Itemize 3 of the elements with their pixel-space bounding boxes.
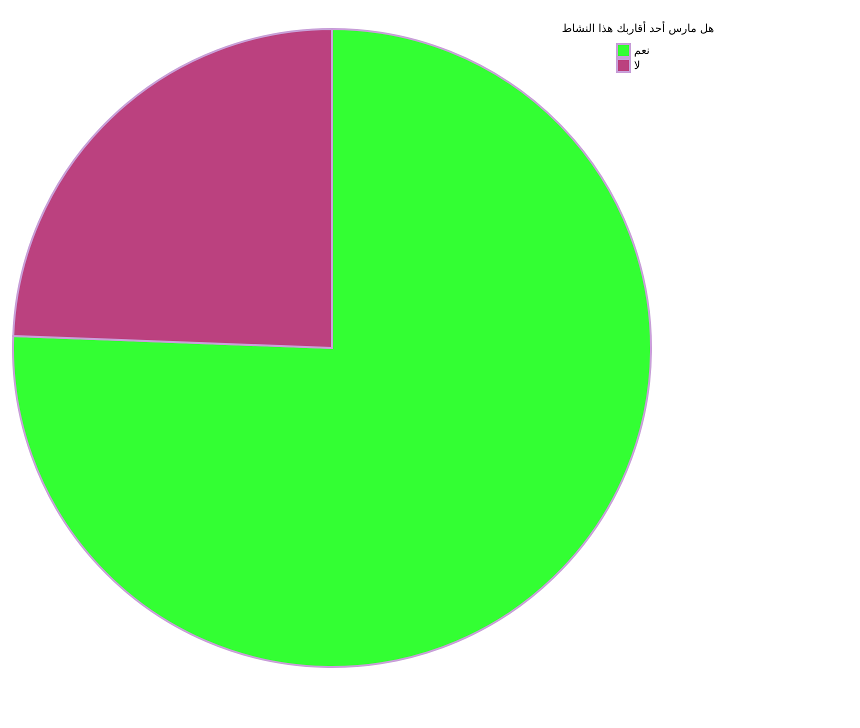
legend-title: هل مارس أحد أقاربك هذا النشاط	[560, 22, 716, 35]
legend-label: نعم	[634, 44, 650, 57]
legend-label: لا	[634, 59, 640, 72]
